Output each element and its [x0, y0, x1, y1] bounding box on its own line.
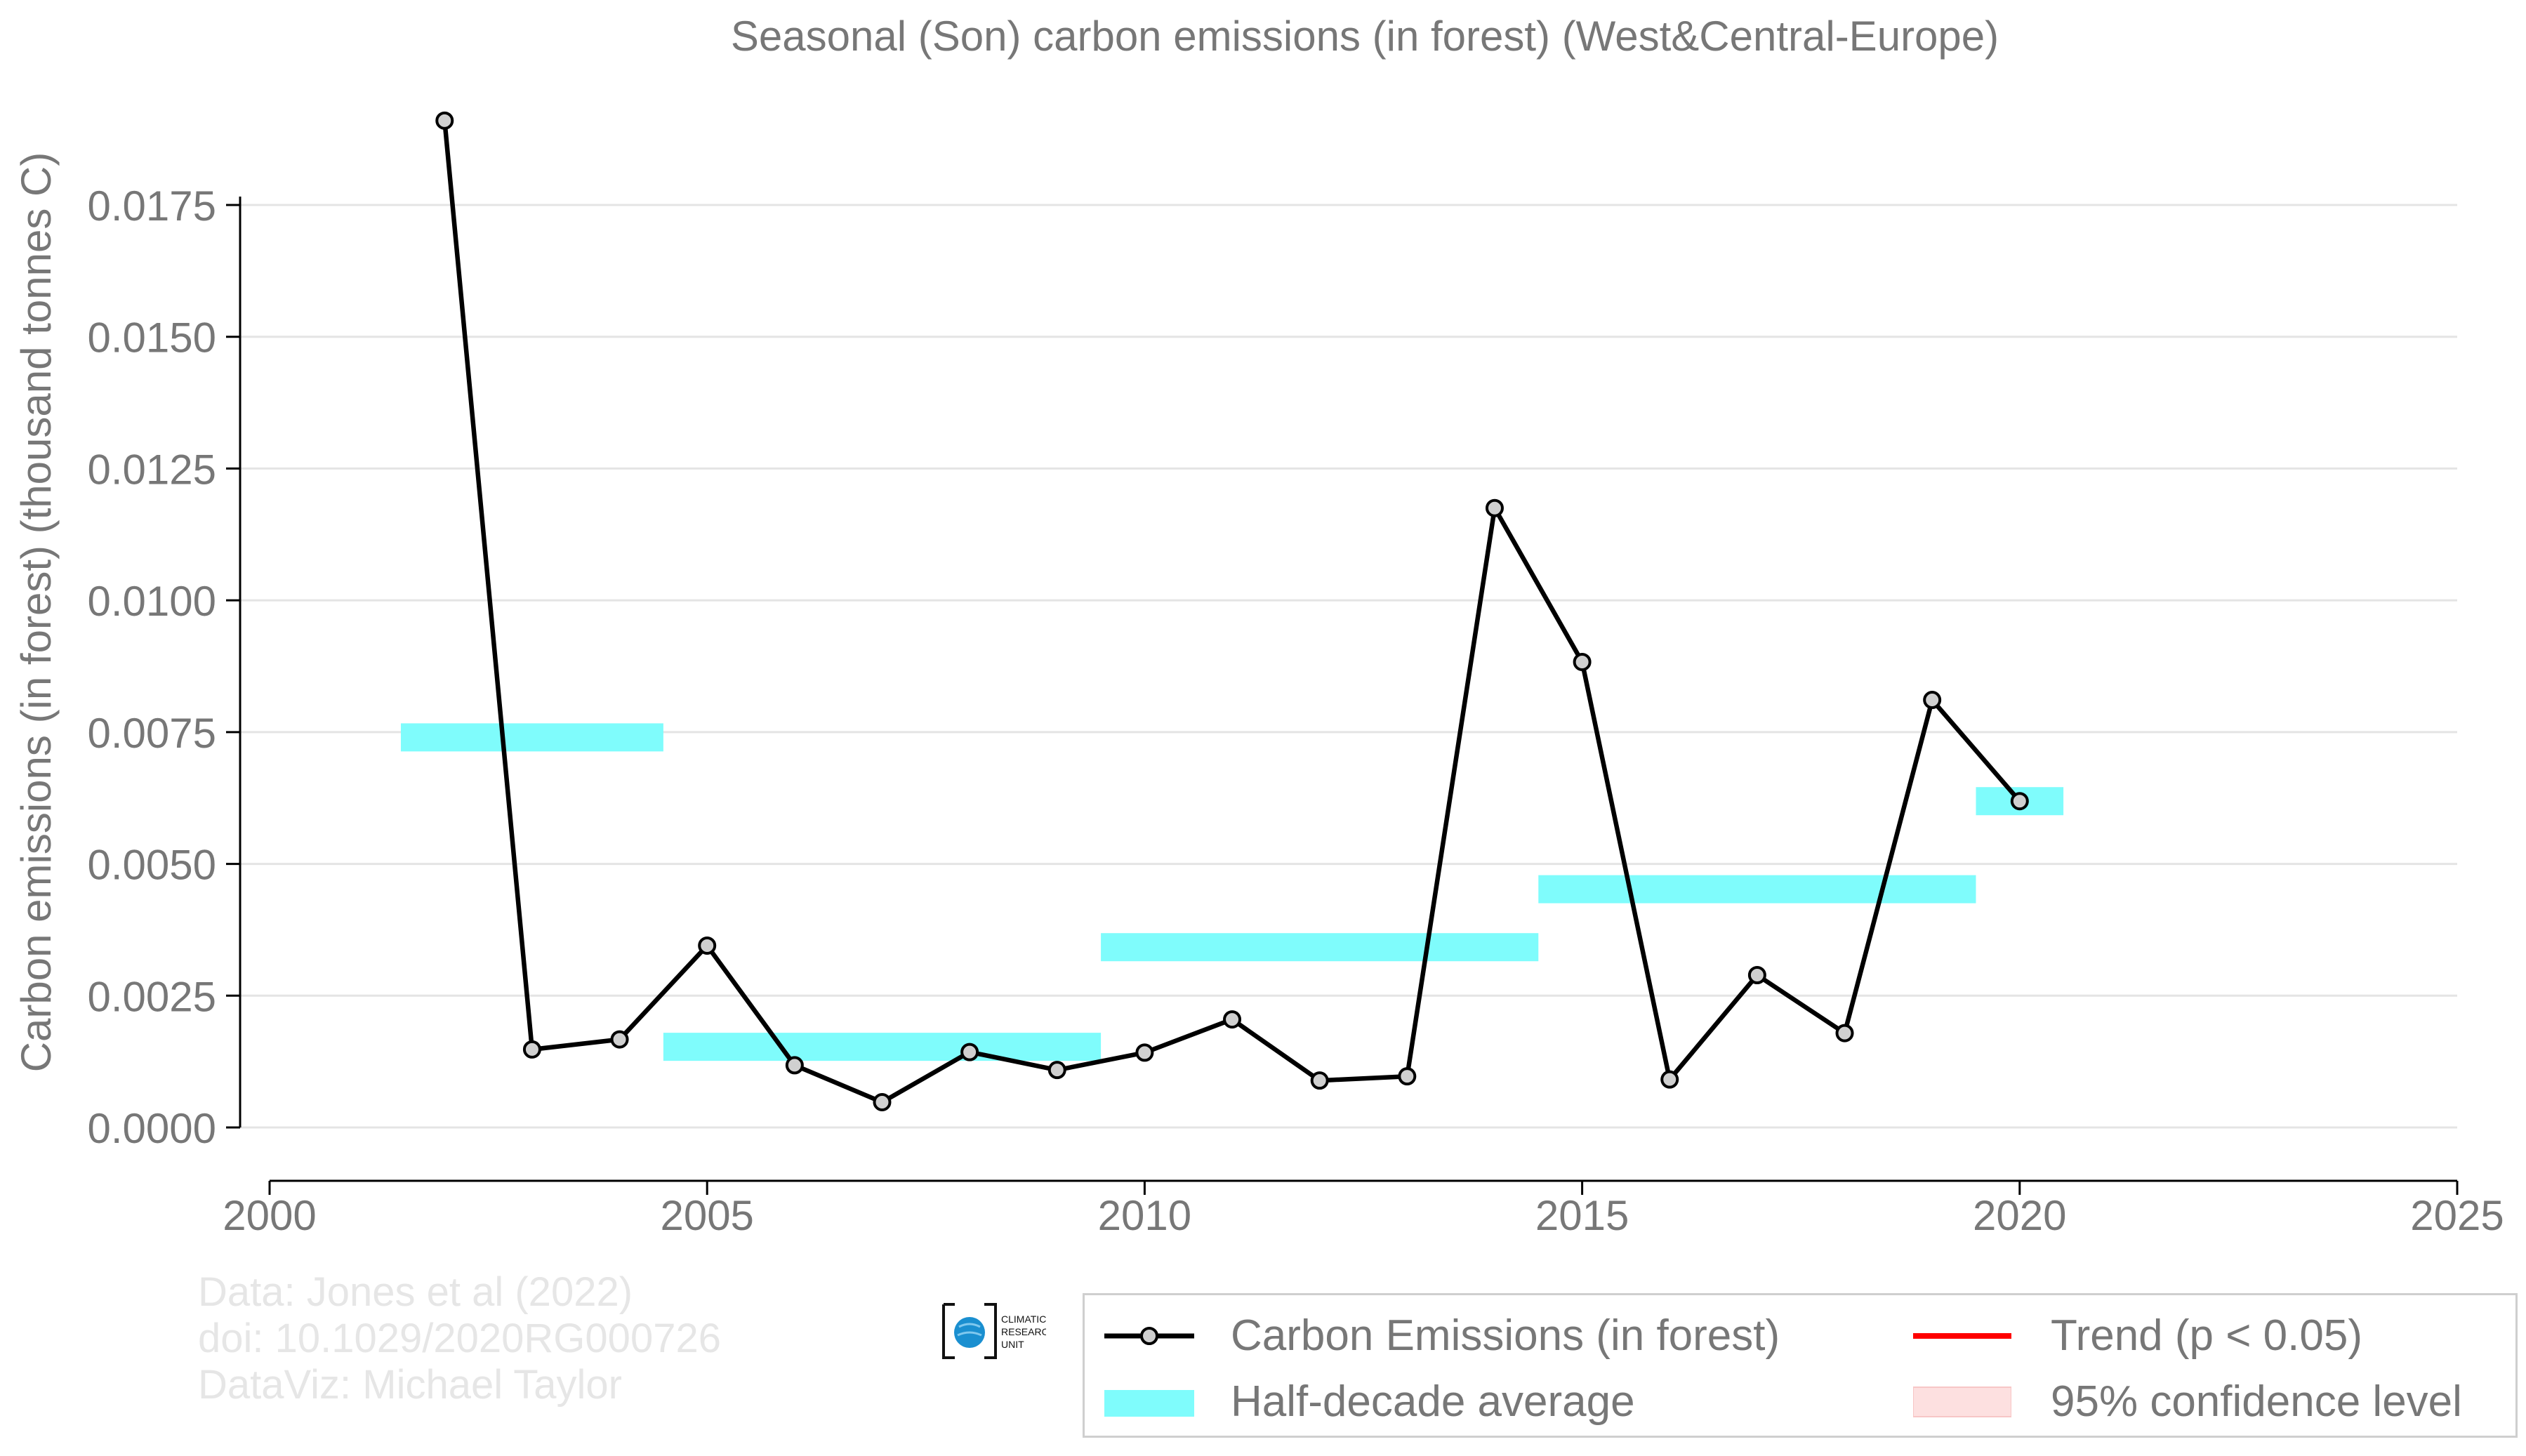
emissions-point-18	[2010, 792, 2029, 811]
emissions-point-16	[1835, 1024, 1854, 1043]
emissions-point-13	[1573, 652, 1592, 671]
half-decade-band-3	[1538, 875, 1976, 904]
half-decade-band-2	[1101, 933, 1539, 962]
legend-label-confidence: 95% confidence level	[2051, 1377, 2462, 1426]
y-tick-label-3: 0.0075	[87, 710, 216, 757]
legend-confidence-patch-icon	[1913, 1386, 2011, 1417]
axes: 0.0000 0.0025 0.0050 0.0075 0.0100 0.0125 0.01…	[87, 183, 2504, 1239]
emissions-point-2	[610, 1030, 629, 1049]
y-tick-label-7: 0.0175	[87, 183, 216, 230]
climatic-research-unit-logo: CLIMATIC RESEARCH UNIT	[941, 1302, 1056, 1361]
emissions-point-6	[960, 1043, 979, 1061]
half-decade-band-0	[400, 723, 663, 752]
emissions-point-1	[522, 1040, 541, 1059]
emissions-point-12	[1485, 498, 1504, 517]
legend-label-trend: Trend (p < 0.05)	[2051, 1311, 2362, 1360]
emissions-point-9	[1223, 1010, 1242, 1029]
legend-trend-line-icon	[1913, 1332, 2011, 1339]
logo-text-1: CLIMATIC	[1001, 1313, 1046, 1325]
logo-text-2: RESEARCH	[1001, 1326, 1046, 1337]
x-tick-label-1: 2005	[660, 1192, 753, 1239]
emissions-point-11	[1398, 1067, 1417, 1086]
half-decade-band-1	[663, 1033, 1102, 1061]
x-tick-label-5: 2025	[2410, 1192, 2504, 1239]
cru-logo-icon: CLIMATIC RESEARCH UNIT	[942, 1303, 1056, 1359]
y-tick-label-4: 0.0100	[87, 578, 216, 625]
legend-item-half-decade: Half-decade average	[1100, 1377, 1635, 1427]
emissions-series	[435, 111, 2029, 1111]
y-tick-label-0: 0.0000	[87, 1105, 216, 1152]
emissions-point-15	[1747, 966, 1766, 985]
y-tick-label-5: 0.0125	[87, 446, 216, 493]
emissions-point-3	[698, 936, 717, 955]
gridlines	[239, 204, 2457, 1129]
legend-label-emissions: Carbon Emissions (in forest)	[1231, 1311, 1780, 1360]
emissions-point-7	[1047, 1061, 1066, 1080]
chart-title: Seasonal (Son) carbon emissions (in fore…	[731, 13, 1999, 60]
emissions-point-14	[1660, 1070, 1679, 1089]
y-axis-label: Carbon emissions (in forest) (thousand t…	[13, 152, 60, 1073]
legend-band-icon	[1104, 1389, 1194, 1417]
x-tick-label-0: 2000	[223, 1192, 316, 1239]
y-tick-label-1: 0.0025	[87, 973, 216, 1020]
emissions-point-4	[785, 1056, 804, 1075]
x-tick-label-3: 2015	[1535, 1192, 1629, 1239]
emissions-point-0	[435, 111, 454, 130]
legend-item-confidence: 95% confidence level	[1913, 1377, 2462, 1427]
emissions-point-10	[1310, 1071, 1329, 1090]
y-tick-label-2: 0.0050	[87, 842, 216, 889]
half-decade-average-bands	[400, 723, 2064, 1061]
legend-item-emissions: Carbon Emissions (in forest)	[1100, 1311, 1780, 1361]
credit-doi: doi: 10.1029/2020RG000726	[198, 1316, 721, 1361]
legend-line-marker-icon	[1104, 1326, 1194, 1345]
x-tick-label-4: 2020	[1973, 1192, 2066, 1239]
logo-text-3: UNIT	[1001, 1339, 1024, 1350]
credit-dataviz: DataViz: Michael Taylor	[198, 1362, 622, 1408]
legend-label-half-decade: Half-decade average	[1231, 1377, 1635, 1426]
credit-data-source: Data: Jones et al (2022)	[198, 1269, 633, 1315]
y-tick-label-6: 0.0150	[87, 315, 216, 362]
emissions-point-5	[873, 1092, 892, 1111]
emissions-point-17	[1923, 691, 1942, 710]
legend-item-trend: Trend (p < 0.05)	[1913, 1311, 2362, 1361]
emissions-point-8	[1135, 1043, 1154, 1062]
legend: Carbon Emissions (in forest) Trend (p < …	[1083, 1293, 2518, 1438]
x-tick-label-2: 2010	[1098, 1192, 1191, 1239]
